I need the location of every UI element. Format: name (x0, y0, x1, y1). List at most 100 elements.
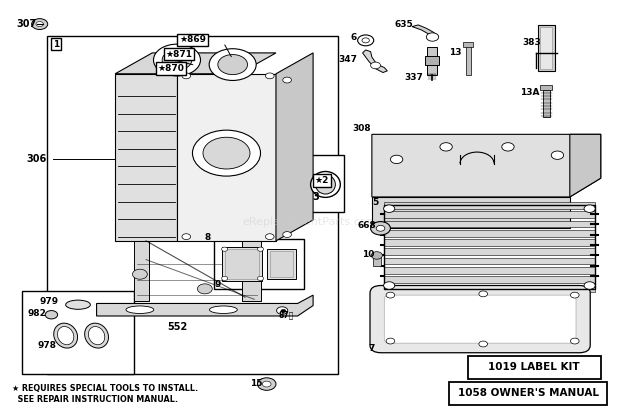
Circle shape (221, 276, 228, 280)
Text: 668: 668 (358, 221, 376, 230)
Ellipse shape (311, 171, 340, 197)
FancyBboxPatch shape (384, 295, 576, 343)
Circle shape (257, 247, 264, 251)
Polygon shape (372, 134, 601, 197)
Text: eReplacementParts.com: eReplacementParts.com (242, 217, 378, 227)
Circle shape (391, 155, 403, 163)
Text: 978: 978 (38, 341, 56, 350)
Polygon shape (276, 53, 313, 241)
Bar (267, 249, 296, 279)
Bar (47, 36, 338, 375)
Text: ★2: ★2 (314, 176, 329, 185)
Circle shape (277, 307, 288, 314)
Text: ★871: ★871 (166, 49, 192, 59)
Polygon shape (134, 241, 149, 301)
Bar (384, 267, 595, 274)
Circle shape (584, 282, 595, 289)
Bar (463, 42, 473, 47)
Text: 87Ⓞ: 87Ⓞ (278, 310, 293, 319)
Text: ★ REQUIRES SPECIAL TOOLS TO INSTALL.
  SEE REPAIR INSTRUCTION MANUAL.: ★ REQUIRES SPECIAL TOOLS TO INSTALL. SEE… (12, 384, 198, 404)
Circle shape (570, 292, 579, 298)
Bar (373, 257, 381, 266)
Circle shape (371, 222, 391, 235)
Text: 337: 337 (404, 72, 423, 82)
Polygon shape (570, 134, 601, 197)
Circle shape (192, 130, 260, 176)
Circle shape (384, 205, 395, 212)
Circle shape (241, 263, 255, 273)
Ellipse shape (85, 323, 108, 348)
Text: ★870: ★870 (157, 64, 184, 73)
Bar (222, 247, 262, 281)
Ellipse shape (58, 326, 74, 345)
Text: 552: 552 (167, 322, 187, 332)
Circle shape (257, 378, 276, 391)
Bar (540, 85, 552, 91)
Circle shape (427, 33, 439, 41)
Text: 383: 383 (523, 38, 541, 47)
Text: 1: 1 (53, 40, 59, 49)
Circle shape (283, 77, 291, 83)
Ellipse shape (316, 175, 335, 194)
Ellipse shape (66, 300, 91, 309)
Bar (384, 205, 595, 289)
Bar (384, 285, 595, 292)
Text: 979: 979 (40, 297, 58, 306)
Circle shape (384, 282, 395, 289)
Circle shape (182, 234, 190, 240)
Text: 1058 OWNER'S MANUAL: 1058 OWNER'S MANUAL (458, 388, 598, 398)
Text: 13: 13 (449, 49, 462, 57)
Circle shape (133, 269, 148, 279)
Circle shape (257, 276, 264, 280)
Polygon shape (115, 53, 276, 74)
Bar (384, 248, 595, 255)
Circle shape (45, 310, 58, 319)
Text: 9: 9 (214, 280, 220, 289)
Bar (449, 382, 607, 404)
Circle shape (386, 292, 395, 298)
Text: 982: 982 (27, 308, 46, 318)
Bar (270, 251, 293, 277)
Circle shape (376, 225, 385, 231)
Polygon shape (177, 74, 276, 241)
Bar (307, 155, 344, 212)
Bar (425, 56, 439, 65)
Circle shape (36, 21, 43, 26)
Ellipse shape (89, 326, 105, 345)
Circle shape (221, 247, 228, 251)
Text: 6: 6 (350, 33, 356, 42)
Bar (384, 276, 595, 283)
Circle shape (197, 284, 212, 294)
FancyBboxPatch shape (370, 285, 590, 353)
Circle shape (182, 73, 190, 79)
Bar (427, 47, 437, 75)
Text: 307: 307 (17, 19, 37, 29)
Bar (467, 356, 601, 379)
Bar (538, 25, 555, 71)
Text: ★869: ★869 (179, 36, 206, 44)
Bar (466, 46, 471, 75)
Circle shape (358, 35, 374, 46)
Circle shape (371, 62, 381, 69)
Polygon shape (242, 241, 260, 301)
Bar (384, 230, 595, 236)
Bar (540, 27, 552, 69)
Circle shape (154, 44, 200, 76)
Ellipse shape (54, 323, 78, 348)
Text: 10: 10 (362, 250, 374, 259)
Circle shape (265, 73, 274, 79)
Text: 308: 308 (353, 124, 371, 132)
Text: 306: 306 (27, 154, 46, 164)
Circle shape (209, 49, 256, 80)
Bar (384, 211, 595, 218)
Text: 15: 15 (250, 379, 262, 388)
Text: 5: 5 (372, 198, 378, 207)
Bar (22, 291, 134, 375)
Text: 13A: 13A (520, 88, 539, 97)
Circle shape (386, 338, 395, 344)
Circle shape (570, 338, 579, 344)
Polygon shape (412, 25, 439, 38)
Ellipse shape (210, 306, 237, 313)
Circle shape (262, 381, 271, 387)
Circle shape (281, 309, 286, 313)
